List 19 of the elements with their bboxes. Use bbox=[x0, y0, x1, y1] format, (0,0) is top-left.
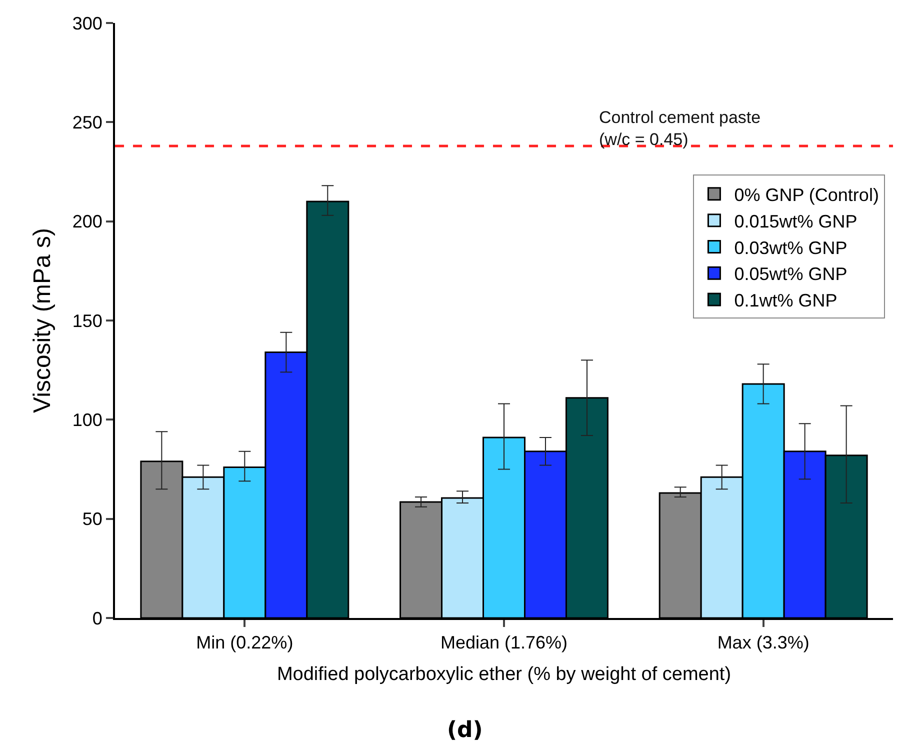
annotation: Control cement paste (w/c = 0.45) bbox=[599, 108, 761, 150]
y-tick-label: 250 bbox=[72, 112, 102, 132]
text: (d) bbox=[447, 718, 483, 743]
x-axis-title: Modified polycarboxylic ether (% by weight of cement) bbox=[276, 664, 732, 685]
legend-label: 0.015wt% GNP bbox=[734, 211, 858, 232]
y-tick-label: 50 bbox=[82, 509, 102, 530]
x-tick-label: Max (3.3%) bbox=[717, 632, 810, 653]
legend-label: 0% GNP (Control) bbox=[734, 184, 879, 205]
y-tick-label: 100 bbox=[72, 410, 102, 430]
legend-label: 0.03wt% GNP bbox=[734, 238, 848, 258]
x-tick-label: Median (1.76%) bbox=[440, 632, 568, 653]
y-tick-label: 300 bbox=[72, 13, 102, 34]
legend-label: 0.1wt% GNP bbox=[734, 290, 838, 311]
legend-label: 0.05wt% GNP bbox=[734, 264, 848, 284]
y-tick-label: 150 bbox=[72, 310, 102, 331]
x-tick-label: Min (0.22%) bbox=[196, 632, 294, 653]
y-axis-title: Viscosity (mPa s) bbox=[28, 228, 56, 413]
y-tick-label: 200 bbox=[72, 212, 102, 232]
y-tick-label: 0 bbox=[92, 608, 102, 628]
